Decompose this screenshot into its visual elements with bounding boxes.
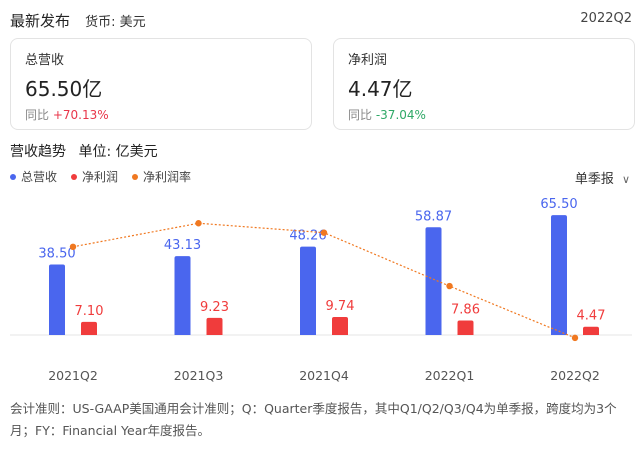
- data-label-profit-2021Q2: 7.10: [75, 304, 104, 319]
- header-title: 最新发布: [10, 12, 71, 30]
- profit-compare-label: 同比: [348, 108, 373, 122]
- legend-dot-margin: [132, 173, 139, 180]
- x-tick-2022Q2: 2022Q2: [550, 368, 600, 383]
- legend-item-revenue[interactable]: 总营收: [10, 168, 57, 185]
- profit-card-compare: 同比 -37.04%: [348, 106, 620, 123]
- bar-revenue-2022Q1[interactable]: [425, 227, 442, 335]
- x-tick-2021Q2: 2021Q2: [48, 368, 98, 383]
- bar-profit-2022Q2[interactable]: [583, 326, 599, 335]
- bar-profit-2021Q3[interactable]: [206, 317, 223, 335]
- data-label-revenue-2021Q4: 48.26: [289, 229, 326, 244]
- bar-revenue-2021Q2[interactable]: [49, 264, 65, 335]
- profit-card-label: 净利润: [348, 53, 388, 68]
- revenue-card-value: 65.50亿: [25, 77, 103, 101]
- bar-profit-2021Q4[interactable]: [332, 316, 348, 335]
- section-title-text: 营收趋势: [10, 144, 66, 160]
- data-label-revenue-2022Q2: 65.50: [540, 197, 577, 212]
- chart-bars: 38.50 7.10 43.13 9.23 48.26 9.74 58.87 7.86 65.5…: [38, 197, 605, 335]
- point-margin-2022Q2[interactable]: [571, 334, 579, 342]
- data-label-revenue-2021Q2: 38.50: [38, 247, 75, 262]
- profit-card-value: 4.47亿: [348, 77, 413, 101]
- revenue-chart: 38.50 7.10 43.13 9.23 48.26 9.74 58.87 7.86 65.5…: [10, 197, 632, 383]
- legend-label-profit: 净利润: [82, 170, 119, 184]
- point-margin-2021Q3[interactable]: [195, 220, 202, 227]
- chart-margin-line: [69, 220, 579, 342]
- legend-item-margin[interactable]: 净利润率: [132, 168, 191, 185]
- section-title: 营收趋势 单位: 亿美元: [10, 141, 158, 161]
- data-label-revenue-2022Q1: 58.87: [415, 209, 452, 224]
- data-label-profit-2021Q4: 9.74: [326, 299, 355, 314]
- currency-label: 货币: 美元: [85, 15, 146, 30]
- x-tick-2021Q3: 2021Q3: [174, 368, 224, 383]
- point-margin-2021Q4[interactable]: [320, 229, 328, 236]
- x-tick-2022Q1: 2022Q1: [425, 368, 475, 383]
- point-margin-2022Q1[interactable]: [446, 282, 453, 290]
- legend-label-margin: 净利润率: [143, 170, 192, 184]
- chart-legend: 总营收 净利润 净利润率: [10, 168, 191, 185]
- bar-revenue-2021Q3[interactable]: [174, 256, 191, 335]
- revenue-compare-value: +70.13%: [52, 108, 109, 122]
- header: 最新发布 货币: 美元 2022Q2: [10, 10, 632, 32]
- data-label-profit-2022Q1: 7.86: [451, 302, 480, 317]
- legend-item-profit[interactable]: 净利润: [71, 168, 118, 185]
- profit-compare-value: -37.04%: [375, 108, 426, 122]
- bar-revenue-2021Q4[interactable]: [300, 246, 316, 335]
- bar-profit-2022Q1[interactable]: [457, 320, 474, 335]
- legend-label-revenue: 总营收: [21, 170, 58, 184]
- report-period: 2022Q2: [580, 11, 632, 26]
- revenue-compare-label: 同比: [25, 108, 50, 122]
- chevron-down-icon: ∨: [621, 173, 630, 186]
- profit-card[interactable]: 净利润 4.47亿 同比 -37.04%: [333, 38, 635, 130]
- legend-dot-profit: [71, 173, 78, 180]
- footnote: 会计准则：US-GAAP美国通用会计准则；Q：Quarter季度报告，其中Q1/…: [10, 401, 617, 438]
- chart-x-ticks: 2021Q2 2021Q3 2021Q4 2022Q1 2022Q2: [48, 368, 600, 383]
- period-selector-label: 单季报: [574, 172, 614, 187]
- period-selector[interactable]: 单季报 ∨: [575, 168, 630, 187]
- data-label-profit-2021Q3: 9.23: [200, 300, 229, 315]
- data-label-profit-2022Q2: 4.47: [577, 309, 606, 324]
- point-margin-2021Q2[interactable]: [69, 243, 77, 251]
- section-unit: 单位: 亿美元: [78, 144, 158, 160]
- bar-profit-2021Q2[interactable]: [81, 321, 97, 335]
- revenue-card[interactable]: 总营收 65.50亿 同比 +70.13%: [10, 38, 312, 130]
- revenue-card-label: 总营收: [25, 53, 65, 68]
- bar-revenue-2022Q2[interactable]: [551, 215, 567, 335]
- revenue-card-compare: 同比 +70.13%: [25, 106, 297, 123]
- legend-dot-revenue: [10, 173, 16, 180]
- x-tick-2021Q4: 2021Q4: [299, 368, 349, 383]
- data-label-revenue-2021Q3: 43.13: [164, 238, 201, 253]
